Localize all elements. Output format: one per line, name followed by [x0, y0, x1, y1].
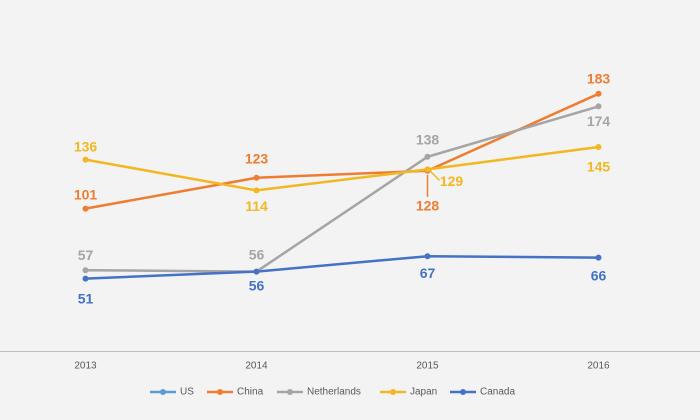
- data-label: 128: [416, 198, 440, 214]
- data-point: [595, 90, 602, 97]
- legend-label: Netherlands: [307, 387, 361, 398]
- x-tick-label: 2016: [587, 361, 610, 372]
- x-tick-label: 2015: [416, 361, 439, 372]
- data-point: [253, 174, 260, 181]
- legend-marker: [217, 389, 223, 395]
- data-point: [424, 253, 431, 260]
- data-label: 129: [440, 173, 464, 189]
- x-tick-label: 2014: [245, 361, 268, 372]
- data-point: [82, 267, 89, 274]
- data-label: 67: [420, 265, 436, 281]
- series-line: [85, 105, 599, 273]
- data-point: [424, 166, 431, 173]
- data-label: 183: [587, 71, 611, 87]
- data-point: [82, 205, 89, 212]
- legend-label: US: [180, 387, 194, 398]
- data-point: [595, 254, 602, 261]
- data-label: 123: [245, 151, 269, 167]
- data-point: [595, 144, 602, 150]
- leader-line: [429, 170, 441, 181]
- x-tick-label: 2013: [74, 361, 97, 372]
- data-label: 57: [78, 247, 94, 263]
- data-point: [82, 156, 89, 163]
- data-label: 136: [74, 138, 98, 154]
- legend-label: Japan: [410, 387, 437, 398]
- data-label: 138: [416, 132, 440, 148]
- legend-marker: [390, 389, 396, 395]
- data-label: 56: [249, 277, 265, 293]
- legend-marker: [287, 389, 293, 395]
- data-label: 51: [78, 290, 94, 306]
- data-label: 66: [591, 267, 607, 283]
- legend-label: China: [237, 387, 264, 398]
- series-line: [85, 254, 599, 280]
- legend-label: Canada: [480, 387, 515, 398]
- legend-marker: [460, 389, 466, 395]
- data-label: 174: [587, 113, 611, 129]
- data-label: 101: [74, 186, 98, 202]
- legend-marker: [160, 389, 166, 395]
- data-point: [82, 275, 89, 282]
- data-point: [253, 187, 260, 194]
- series-line: [85, 145, 599, 192]
- data-point: [253, 268, 260, 275]
- data-point: [424, 153, 431, 160]
- data-label: 56: [249, 246, 265, 262]
- data-point: [595, 103, 602, 110]
- data-label: 145: [587, 159, 611, 175]
- data-label: 114: [245, 198, 268, 214]
